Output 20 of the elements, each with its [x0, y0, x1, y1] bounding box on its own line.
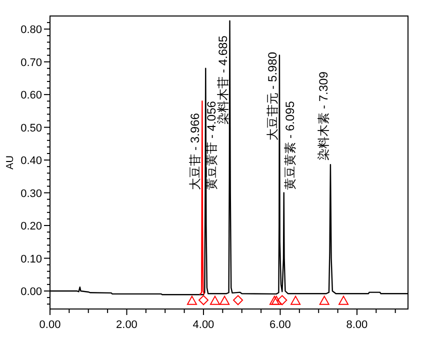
annotation: 大豆苷元 - 5.980: [265, 52, 280, 141]
y-tick-label: 0.10: [20, 253, 42, 266]
annotation: 染料木苷 - 4.685: [216, 35, 230, 124]
y-tick-label: 0.30: [20, 188, 42, 200]
y-tick-label: 0.60: [20, 90, 42, 102]
x-tick-label: 6.00: [270, 319, 291, 331]
y-tick-label: 0.00: [20, 286, 42, 298]
y-tick-label: 0.70: [20, 56, 42, 69]
annotation: 染料木素 - 7.309: [316, 71, 330, 160]
x-tick-label: 2.00: [116, 319, 138, 331]
y-tick-label: 0.80: [20, 24, 42, 36]
x-tick-label: 4.00: [192, 319, 214, 331]
y-tick-label: 0.50: [20, 122, 42, 134]
y-tick-label: 0.40: [20, 155, 42, 168]
y-tick-label: 0.20: [20, 220, 42, 233]
annotation: 大豆苷 - 3.966: [188, 112, 202, 190]
y-axis-title: AU: [5, 156, 16, 170]
x-tick-label: 8.00: [346, 319, 368, 331]
x-tick-label: 0.00: [39, 319, 61, 331]
annotation: 黄豆黄素 - 6.095: [282, 100, 297, 190]
